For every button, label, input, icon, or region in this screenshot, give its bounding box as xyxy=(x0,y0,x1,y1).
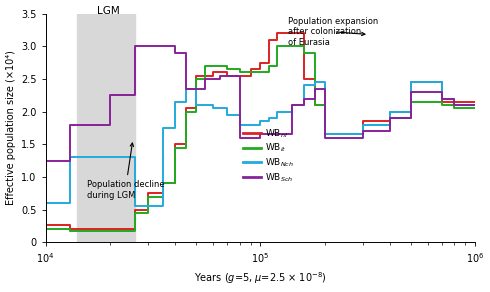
Y-axis label: Effective population size (×10⁴): Effective population size (×10⁴) xyxy=(5,51,16,205)
Text: LGM: LGM xyxy=(97,6,119,15)
Text: Population decline
during LGM: Population decline during LGM xyxy=(87,143,164,200)
X-axis label: Years ($g$=5, $\mu$=2.5 × 10$^{-8}$): Years ($g$=5, $\mu$=2.5 × 10$^{-8}$) xyxy=(194,271,327,286)
Bar xyxy=(77,14,135,242)
Legend: WB$_{nl}$, WB$_{it}$, WB$_{Nch}$, WB$_{Sch}$: WB$_{nl}$, WB$_{it}$, WB$_{Nch}$, WB$_{S… xyxy=(239,124,298,187)
Text: Population expansion
after colonization
of Eurasia: Population expansion after colonization … xyxy=(289,17,379,47)
